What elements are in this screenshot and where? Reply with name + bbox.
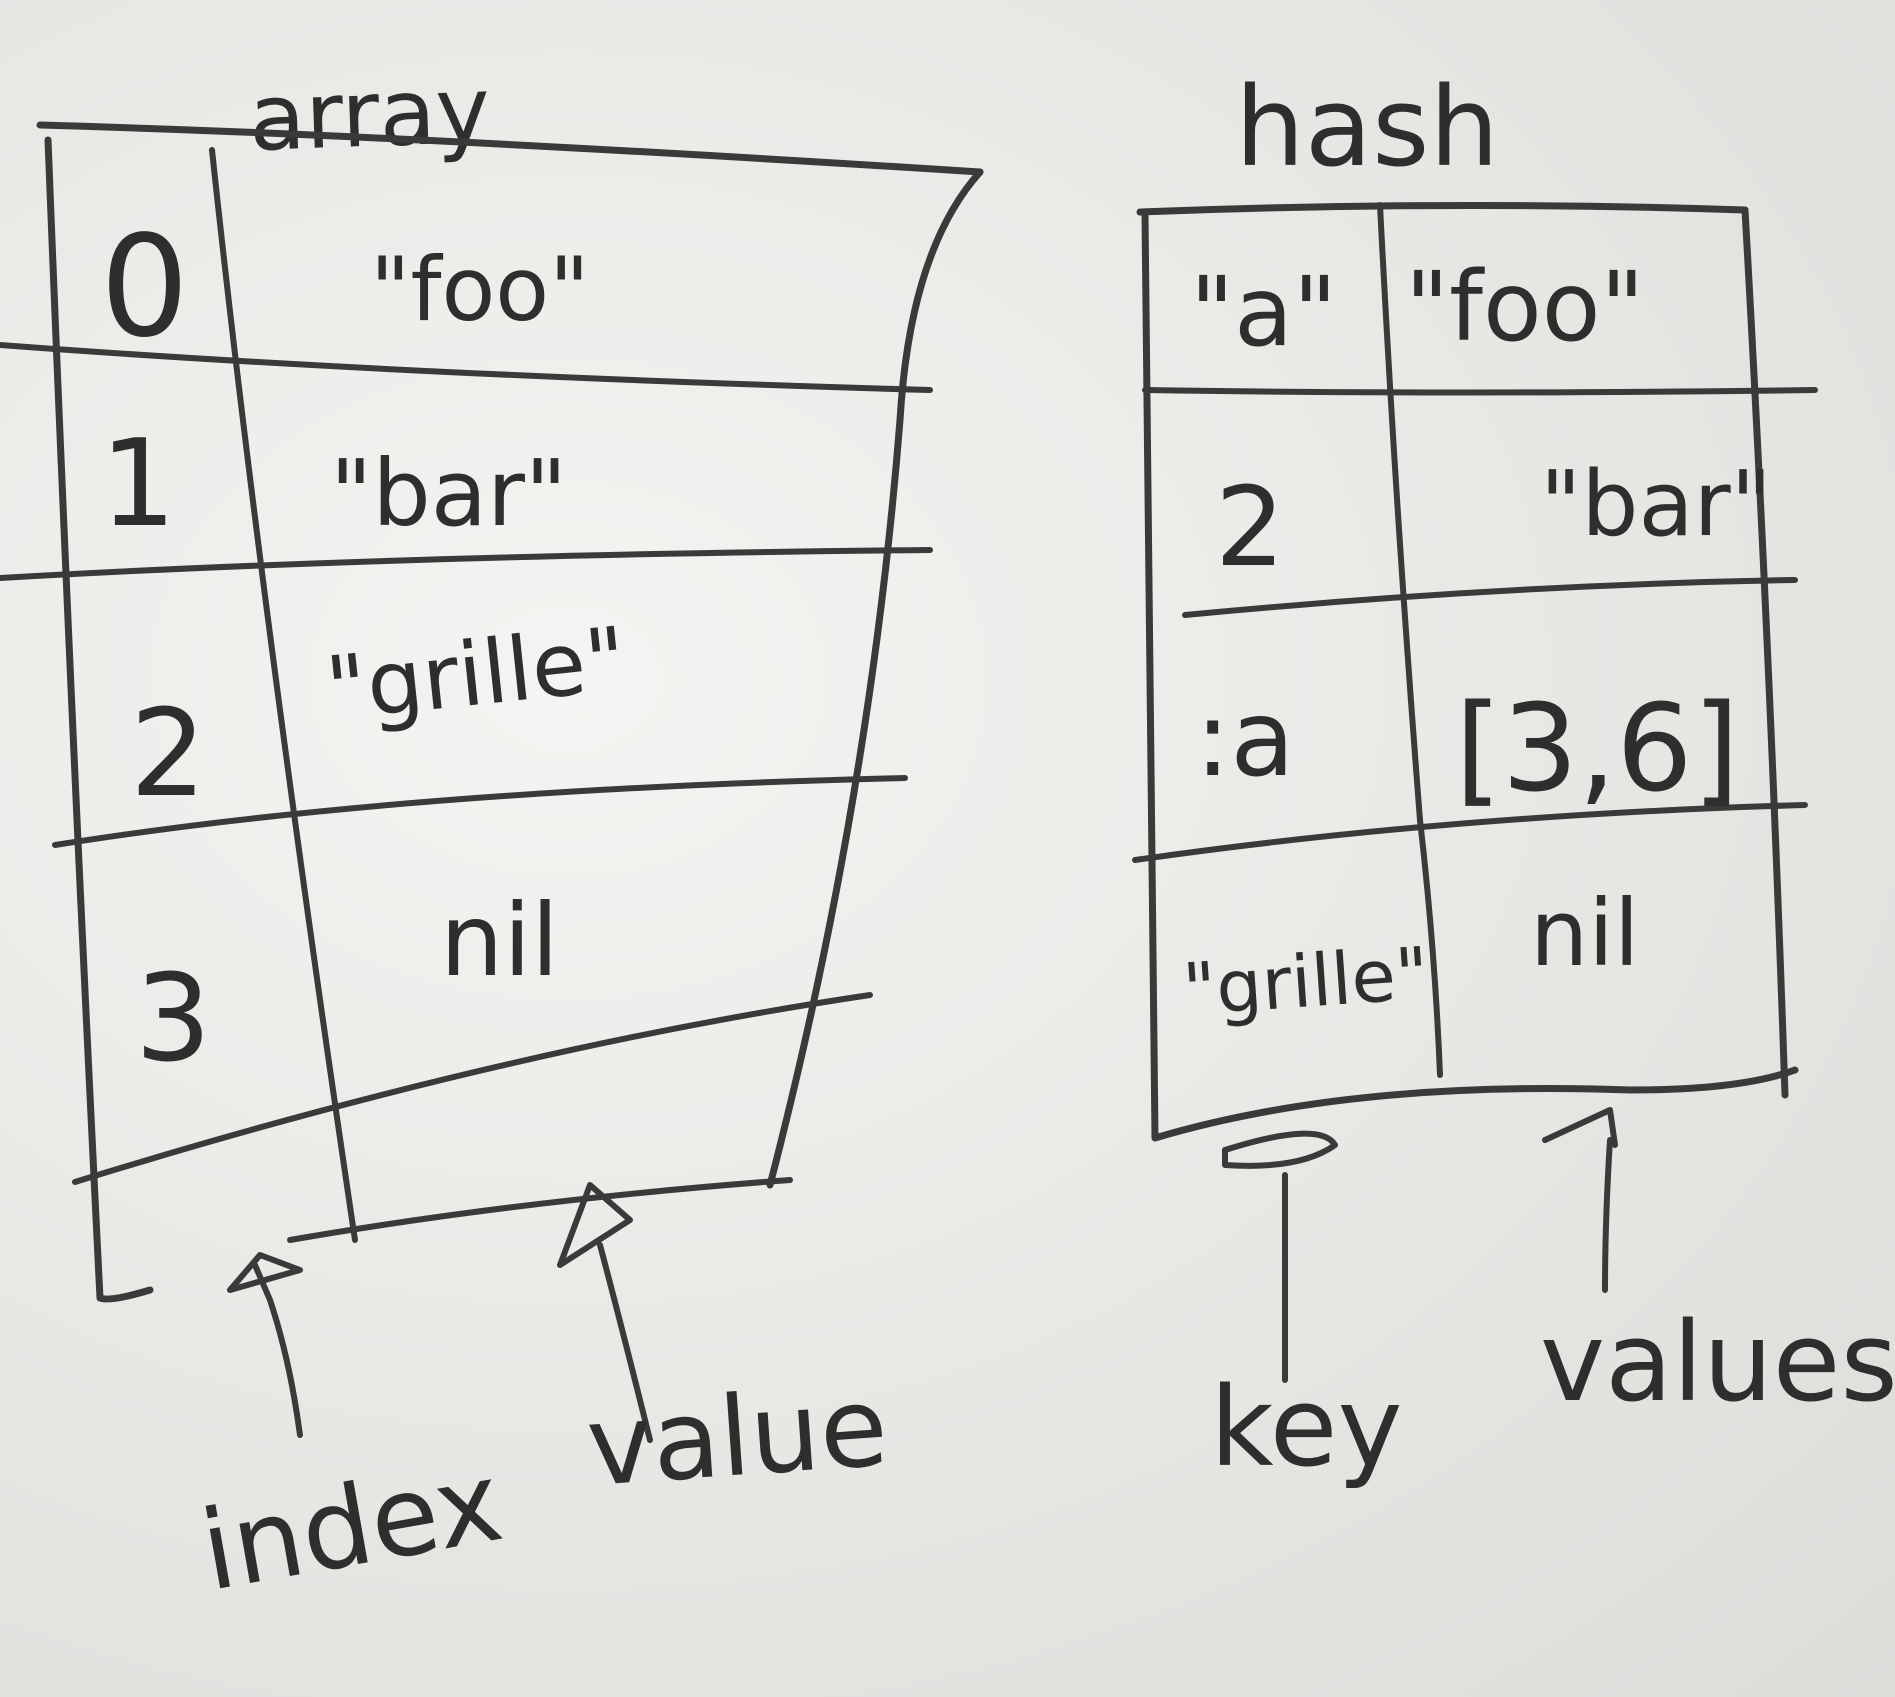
hash-value-arrow xyxy=(1542,1107,1618,1293)
array-value-arrow xyxy=(557,1182,653,1443)
hash-diagram: hash "a" "foo" 2 "bar" :a [3,6] "grille"… xyxy=(1132,63,1895,1491)
hash-key-cell: :a xyxy=(1195,678,1295,800)
hash-key-cell: "a" xyxy=(1190,256,1337,368)
hash-value-cell: "foo" xyxy=(1405,251,1645,363)
hash-frame-top xyxy=(1136,201,1749,216)
array-index-cell: 2 xyxy=(130,685,206,824)
array-frame-right xyxy=(766,168,984,1189)
array-frame-left xyxy=(44,136,154,1303)
array-value-label: value xyxy=(583,1362,892,1511)
hash-value-cell: [3,6] xyxy=(1455,680,1739,819)
hash-key-cell: "grille" xyxy=(1180,931,1431,1032)
hash-title: hash xyxy=(1235,63,1499,191)
array-row-separator xyxy=(0,547,933,581)
hash-row-separator xyxy=(1132,802,1808,863)
hash-key-cell: 2 xyxy=(1215,463,1285,591)
array-value-cell: "grille" xyxy=(321,607,631,741)
array-frame-top xyxy=(36,121,984,176)
array-index-cell: 0 xyxy=(100,206,189,369)
hash-frame-right xyxy=(1741,206,1789,1099)
array-value-cell: nil xyxy=(440,882,559,999)
hash-values-label: values xyxy=(1540,1298,1895,1426)
array-index-arrow xyxy=(227,1252,303,1438)
array-column-divider xyxy=(209,147,358,1243)
array-row-separator xyxy=(0,342,933,393)
hash-key-arrow xyxy=(1222,1130,1338,1383)
hash-column-divider xyxy=(1377,202,1443,1078)
hash-frame-left xyxy=(1141,211,1799,1142)
array-row-separator xyxy=(52,775,908,848)
array-value-cell: "foo" xyxy=(370,238,590,341)
array-value-cell: "bar" xyxy=(330,440,567,547)
array-title: array xyxy=(247,57,492,172)
hash-value-cell: nil xyxy=(1530,880,1639,987)
hash-value-cell: "bar" xyxy=(1540,452,1772,557)
hash-row-separator xyxy=(1142,387,1818,396)
array-row-separator xyxy=(72,992,873,1185)
array-index-cell: 1 xyxy=(100,415,176,554)
hash-row-separator xyxy=(1182,577,1798,618)
array-index-cell: 3 xyxy=(135,950,211,1089)
array-frame-bottom xyxy=(287,1177,793,1243)
hash-key-label: key xyxy=(1210,1363,1403,1491)
array-diagram: array 0 "foo" 1 "bar" 2 "grille" 3 nil xyxy=(0,57,984,1616)
array-index-label: index xyxy=(192,1437,511,1615)
